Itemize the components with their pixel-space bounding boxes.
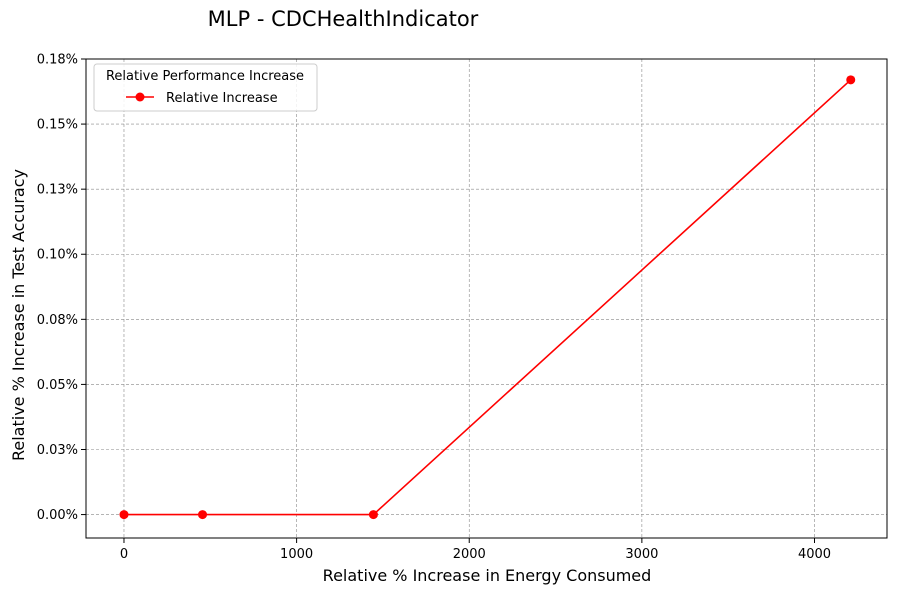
x-tick-label: 2000 [453,547,486,562]
x-tick-label: 1000 [280,547,313,562]
x-axis-label: Relative % Increase in Energy Consumed [323,566,652,585]
series-layer [119,75,856,520]
ticks: 0 1000 2000 3000 4000 0.00% 0.03% 0.05% 0.08% 0.1… [37,53,831,563]
x-tick-label: 3000 [625,547,658,562]
y-tick-label: 0.13% [37,183,78,198]
data-point [198,510,208,520]
y-tick-label: 0.10% [37,248,78,263]
y-tick-label: 0.03% [37,443,78,458]
plot-frame [85,58,888,539]
y-tick-label: 0.00% [37,508,78,523]
series-line-0 [123,79,852,516]
data-point [119,510,129,520]
legend: Relative Performance Increase Relative I… [93,63,318,112]
x-tick-label: 0 [120,547,128,562]
y-tick-label: 0.15% [37,118,78,133]
data-point [846,75,856,85]
legend-box [93,63,318,112]
chart-title: MLP - CDCHealthIndicator [208,7,479,31]
grid [86,58,887,538]
legend-entry-relative-increase: Relative Increase [166,91,278,106]
x-tick-label: 4000 [798,547,831,562]
legend-marker-sample [135,92,145,102]
y-tick-label: 0.08% [37,313,78,328]
legend-title: Relative Performance Increase [106,69,304,84]
y-tick-label: 0.18% [37,53,78,68]
data-point [368,510,378,520]
y-tick-label: 0.05% [37,378,78,393]
y-axis-label: Relative % Increase in Test Accuracy [9,169,28,461]
